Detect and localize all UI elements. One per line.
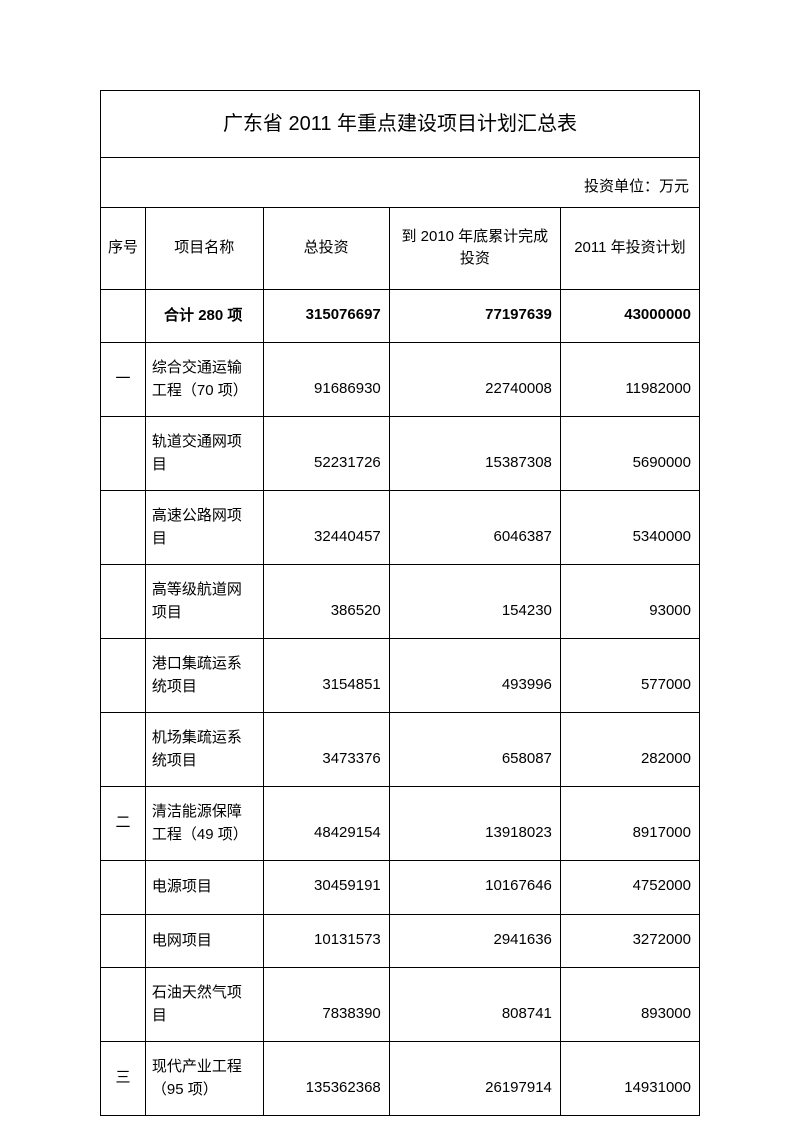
row-total: 52231726: [263, 417, 389, 491]
row-seq: 一: [101, 343, 146, 417]
col-plan2011: 2011 年投资计划: [560, 207, 699, 289]
table-title: 广东省 2011 年重点建设项目计划汇总表: [101, 91, 700, 158]
row-plan2011: 577000: [560, 639, 699, 713]
row-name: 轨道交通网项目: [145, 417, 263, 491]
table-row: 高等级航道网项目38652015423093000: [101, 565, 700, 639]
row-done2010: 154230: [389, 565, 560, 639]
row-seq: [101, 968, 146, 1042]
row-done2010: 15387308: [389, 417, 560, 491]
total-name: 合计 280 项: [145, 289, 263, 343]
row-plan2011: 14931000: [560, 1042, 699, 1116]
row-name: 电网项目: [145, 914, 263, 968]
row-done2010: 808741: [389, 968, 560, 1042]
row-name: 港口集疏运系统项目: [145, 639, 263, 713]
unit-row: 投资单位：万元: [101, 158, 700, 208]
row-done2010: 13918023: [389, 787, 560, 861]
table-row: 电网项目1013157329416363272000: [101, 914, 700, 968]
total-done2010: 77197639: [389, 289, 560, 343]
row-total: 48429154: [263, 787, 389, 861]
row-total: 3154851: [263, 639, 389, 713]
row-plan2011: 4752000: [560, 861, 699, 915]
table-row: 轨道交通网项目52231726153873085690000: [101, 417, 700, 491]
row-seq: 三: [101, 1042, 146, 1116]
row-seq: [101, 914, 146, 968]
row-plan2011: 3272000: [560, 914, 699, 968]
row-total: 3473376: [263, 713, 389, 787]
row-seq: [101, 639, 146, 713]
row-name: 高速公路网项目: [145, 491, 263, 565]
total-plan2011: 43000000: [560, 289, 699, 343]
table-row: 港口集疏运系统项目3154851493996577000: [101, 639, 700, 713]
row-done2010: 6046387: [389, 491, 560, 565]
summary-table: 广东省 2011 年重点建设项目计划汇总表 投资单位：万元 序号 项目名称 总投…: [100, 90, 700, 1116]
row-plan2011: 893000: [560, 968, 699, 1042]
title-row: 广东省 2011 年重点建设项目计划汇总表: [101, 91, 700, 158]
row-plan2011: 5690000: [560, 417, 699, 491]
row-name: 电源项目: [145, 861, 263, 915]
row-total: 7838390: [263, 968, 389, 1042]
row-done2010: 658087: [389, 713, 560, 787]
col-name: 项目名称: [145, 207, 263, 289]
table-row: 三现代产业工程（95 项）1353623682619791414931000: [101, 1042, 700, 1116]
total-seq: [101, 289, 146, 343]
row-total: 32440457: [263, 491, 389, 565]
unit-label: 投资单位：万元: [101, 158, 700, 208]
row-done2010: 493996: [389, 639, 560, 713]
row-seq: [101, 491, 146, 565]
row-total: 386520: [263, 565, 389, 639]
row-name: 机场集疏运系统项目: [145, 713, 263, 787]
row-plan2011: 11982000: [560, 343, 699, 417]
row-done2010: 22740008: [389, 343, 560, 417]
header-row: 序号 项目名称 总投资 到 2010 年底累计完成投资 2011 年投资计划: [101, 207, 700, 289]
row-seq: 二: [101, 787, 146, 861]
row-seq: [101, 417, 146, 491]
row-done2010: 10167646: [389, 861, 560, 915]
row-plan2011: 5340000: [560, 491, 699, 565]
table-row: 一综合交通运输工程（70 项）916869302274000811982000: [101, 343, 700, 417]
total-row: 合计 280 项 315076697 77197639 43000000: [101, 289, 700, 343]
col-total: 总投资: [263, 207, 389, 289]
total-total: 315076697: [263, 289, 389, 343]
table-row: 石油天然气项目7838390808741893000: [101, 968, 700, 1042]
row-name: 现代产业工程（95 项）: [145, 1042, 263, 1116]
row-plan2011: 282000: [560, 713, 699, 787]
table-row: 机场集疏运系统项目3473376658087282000: [101, 713, 700, 787]
row-total: 10131573: [263, 914, 389, 968]
col-seq: 序号: [101, 207, 146, 289]
row-name: 石油天然气项目: [145, 968, 263, 1042]
row-plan2011: 93000: [560, 565, 699, 639]
table-row: 二清洁能源保障工程（49 项）48429154139180238917000: [101, 787, 700, 861]
row-seq: [101, 713, 146, 787]
row-name: 清洁能源保障工程（49 项）: [145, 787, 263, 861]
row-seq: [101, 861, 146, 915]
row-done2010: 26197914: [389, 1042, 560, 1116]
col-done2010: 到 2010 年底累计完成投资: [389, 207, 560, 289]
row-total: 30459191: [263, 861, 389, 915]
table-row: 高速公路网项目3244045760463875340000: [101, 491, 700, 565]
row-done2010: 2941636: [389, 914, 560, 968]
row-name: 综合交通运输工程（70 项）: [145, 343, 263, 417]
row-total: 91686930: [263, 343, 389, 417]
table-row: 电源项目30459191101676464752000: [101, 861, 700, 915]
row-total: 135362368: [263, 1042, 389, 1116]
row-plan2011: 8917000: [560, 787, 699, 861]
row-name: 高等级航道网项目: [145, 565, 263, 639]
row-seq: [101, 565, 146, 639]
